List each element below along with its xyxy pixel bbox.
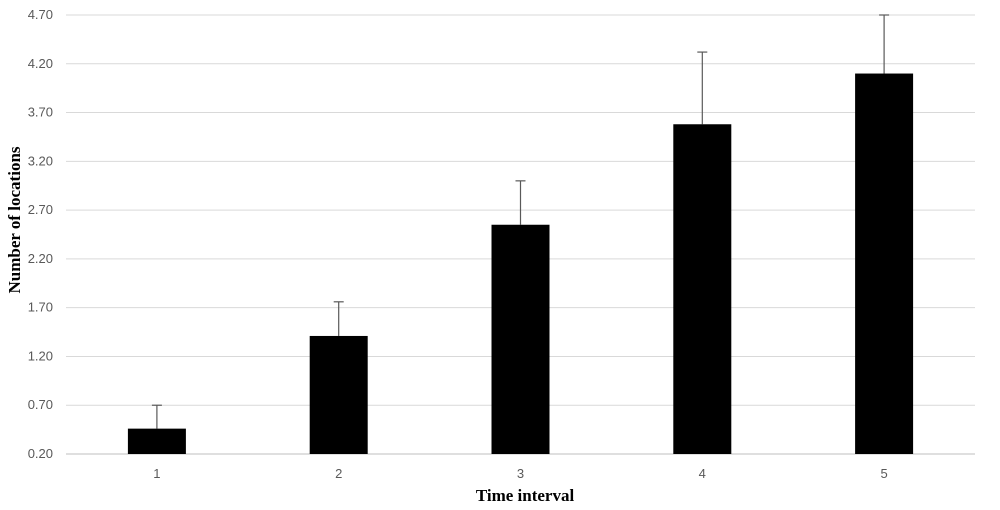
bars — [127, 73, 914, 455]
y-tick-label: 2.20 — [28, 251, 53, 266]
x-tick-label: 3 — [517, 466, 524, 481]
y-axis-ticks: 0.20 0.70 1.20 1.70 2.20 2.70 3.20 3.70 4.20 4.70 — [28, 7, 53, 461]
x-tick-label: 1 — [153, 466, 160, 481]
bar-2 — [309, 335, 368, 454]
bar-5 — [855, 73, 914, 455]
y-tick-label: 3.70 — [28, 105, 53, 120]
y-tick-label: 1.20 — [28, 348, 53, 363]
x-tick-label: 2 — [335, 466, 342, 481]
x-axis-ticks: 1 2 3 4 5 — [153, 466, 887, 481]
y-tick-label: 4.70 — [28, 7, 53, 22]
y-tick-label: 4.20 — [28, 56, 53, 71]
y-tick-label: 1.70 — [28, 300, 53, 315]
error-bars — [151, 14, 890, 429]
y-tick-label: 2.70 — [28, 202, 53, 217]
bar-4 — [673, 124, 732, 455]
bar-3 — [491, 224, 550, 454]
x-tick-label: 5 — [880, 466, 887, 481]
y-tick-label: 0.20 — [28, 446, 53, 461]
y-axis-title: Number of locations — [5, 146, 24, 293]
x-axis-title: Time interval — [476, 486, 575, 505]
y-tick-label: 0.70 — [28, 397, 53, 412]
x-tick-label: 4 — [699, 466, 706, 481]
bar-1 — [127, 428, 186, 454]
y-tick-label: 3.20 — [28, 153, 53, 168]
